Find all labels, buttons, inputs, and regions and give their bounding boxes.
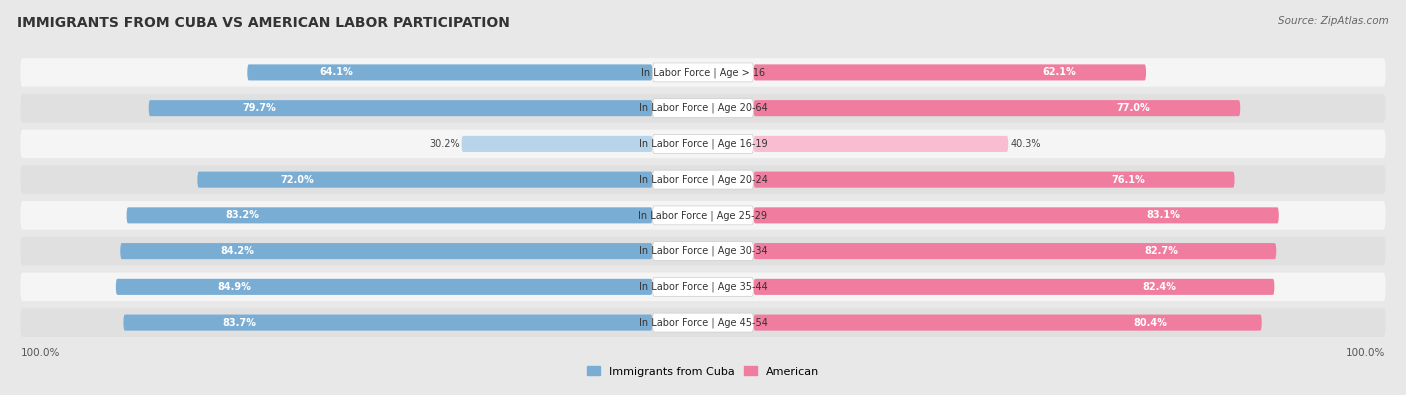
FancyBboxPatch shape [652, 242, 754, 261]
FancyBboxPatch shape [20, 58, 1386, 87]
Text: In Labor Force | Age 45-54: In Labor Force | Age 45-54 [638, 317, 768, 328]
Text: 100.0%: 100.0% [1346, 348, 1386, 357]
FancyBboxPatch shape [20, 130, 1386, 158]
FancyBboxPatch shape [20, 308, 1386, 337]
Text: In Labor Force | Age 16-19: In Labor Force | Age 16-19 [638, 139, 768, 149]
Text: 30.2%: 30.2% [429, 139, 460, 149]
FancyBboxPatch shape [652, 313, 754, 332]
Legend: Immigrants from Cuba, American: Immigrants from Cuba, American [582, 362, 824, 381]
Text: 62.1%: 62.1% [1043, 68, 1077, 77]
Text: 77.0%: 77.0% [1116, 103, 1150, 113]
Text: 76.1%: 76.1% [1112, 175, 1146, 184]
Text: 100.0%: 100.0% [20, 348, 60, 357]
Text: In Labor Force | Age 20-24: In Labor Force | Age 20-24 [638, 174, 768, 185]
FancyBboxPatch shape [754, 100, 1240, 116]
Text: In Labor Force | Age 20-64: In Labor Force | Age 20-64 [638, 103, 768, 113]
Text: 83.2%: 83.2% [225, 211, 259, 220]
Text: 82.7%: 82.7% [1144, 246, 1178, 256]
FancyBboxPatch shape [652, 170, 754, 189]
Text: 40.3%: 40.3% [1010, 139, 1040, 149]
FancyBboxPatch shape [754, 171, 1234, 188]
Text: 83.7%: 83.7% [224, 318, 257, 327]
FancyBboxPatch shape [20, 94, 1386, 122]
FancyBboxPatch shape [652, 63, 754, 82]
Text: In Labor Force | Age 30-34: In Labor Force | Age 30-34 [638, 246, 768, 256]
Text: 80.4%: 80.4% [1133, 318, 1167, 327]
FancyBboxPatch shape [127, 207, 652, 224]
Text: In Labor Force | Age > 16: In Labor Force | Age > 16 [641, 67, 765, 78]
Text: 84.9%: 84.9% [217, 282, 250, 292]
FancyBboxPatch shape [149, 100, 652, 116]
Text: 72.0%: 72.0% [281, 175, 315, 184]
Text: 84.2%: 84.2% [221, 246, 254, 256]
FancyBboxPatch shape [20, 201, 1386, 229]
FancyBboxPatch shape [20, 166, 1386, 194]
Text: 79.7%: 79.7% [243, 103, 277, 113]
Text: 64.1%: 64.1% [319, 68, 353, 77]
FancyBboxPatch shape [20, 237, 1386, 265]
FancyBboxPatch shape [754, 314, 1261, 331]
FancyBboxPatch shape [754, 136, 1008, 152]
FancyBboxPatch shape [652, 206, 754, 225]
Text: IMMIGRANTS FROM CUBA VS AMERICAN LABOR PARTICIPATION: IMMIGRANTS FROM CUBA VS AMERICAN LABOR P… [17, 16, 510, 30]
FancyBboxPatch shape [754, 279, 1274, 295]
FancyBboxPatch shape [754, 243, 1277, 259]
Text: 82.4%: 82.4% [1143, 282, 1177, 292]
Text: 83.1%: 83.1% [1146, 211, 1180, 220]
FancyBboxPatch shape [20, 273, 1386, 301]
FancyBboxPatch shape [754, 64, 1146, 81]
FancyBboxPatch shape [247, 64, 652, 81]
FancyBboxPatch shape [121, 243, 652, 259]
FancyBboxPatch shape [652, 134, 754, 153]
Text: Source: ZipAtlas.com: Source: ZipAtlas.com [1278, 16, 1389, 26]
FancyBboxPatch shape [652, 99, 754, 118]
FancyBboxPatch shape [124, 314, 652, 331]
FancyBboxPatch shape [115, 279, 652, 295]
Text: In Labor Force | Age 35-44: In Labor Force | Age 35-44 [638, 282, 768, 292]
FancyBboxPatch shape [754, 207, 1279, 224]
FancyBboxPatch shape [461, 136, 652, 152]
Text: In Labor Force | Age 25-29: In Labor Force | Age 25-29 [638, 210, 768, 221]
FancyBboxPatch shape [652, 277, 754, 296]
FancyBboxPatch shape [197, 171, 652, 188]
